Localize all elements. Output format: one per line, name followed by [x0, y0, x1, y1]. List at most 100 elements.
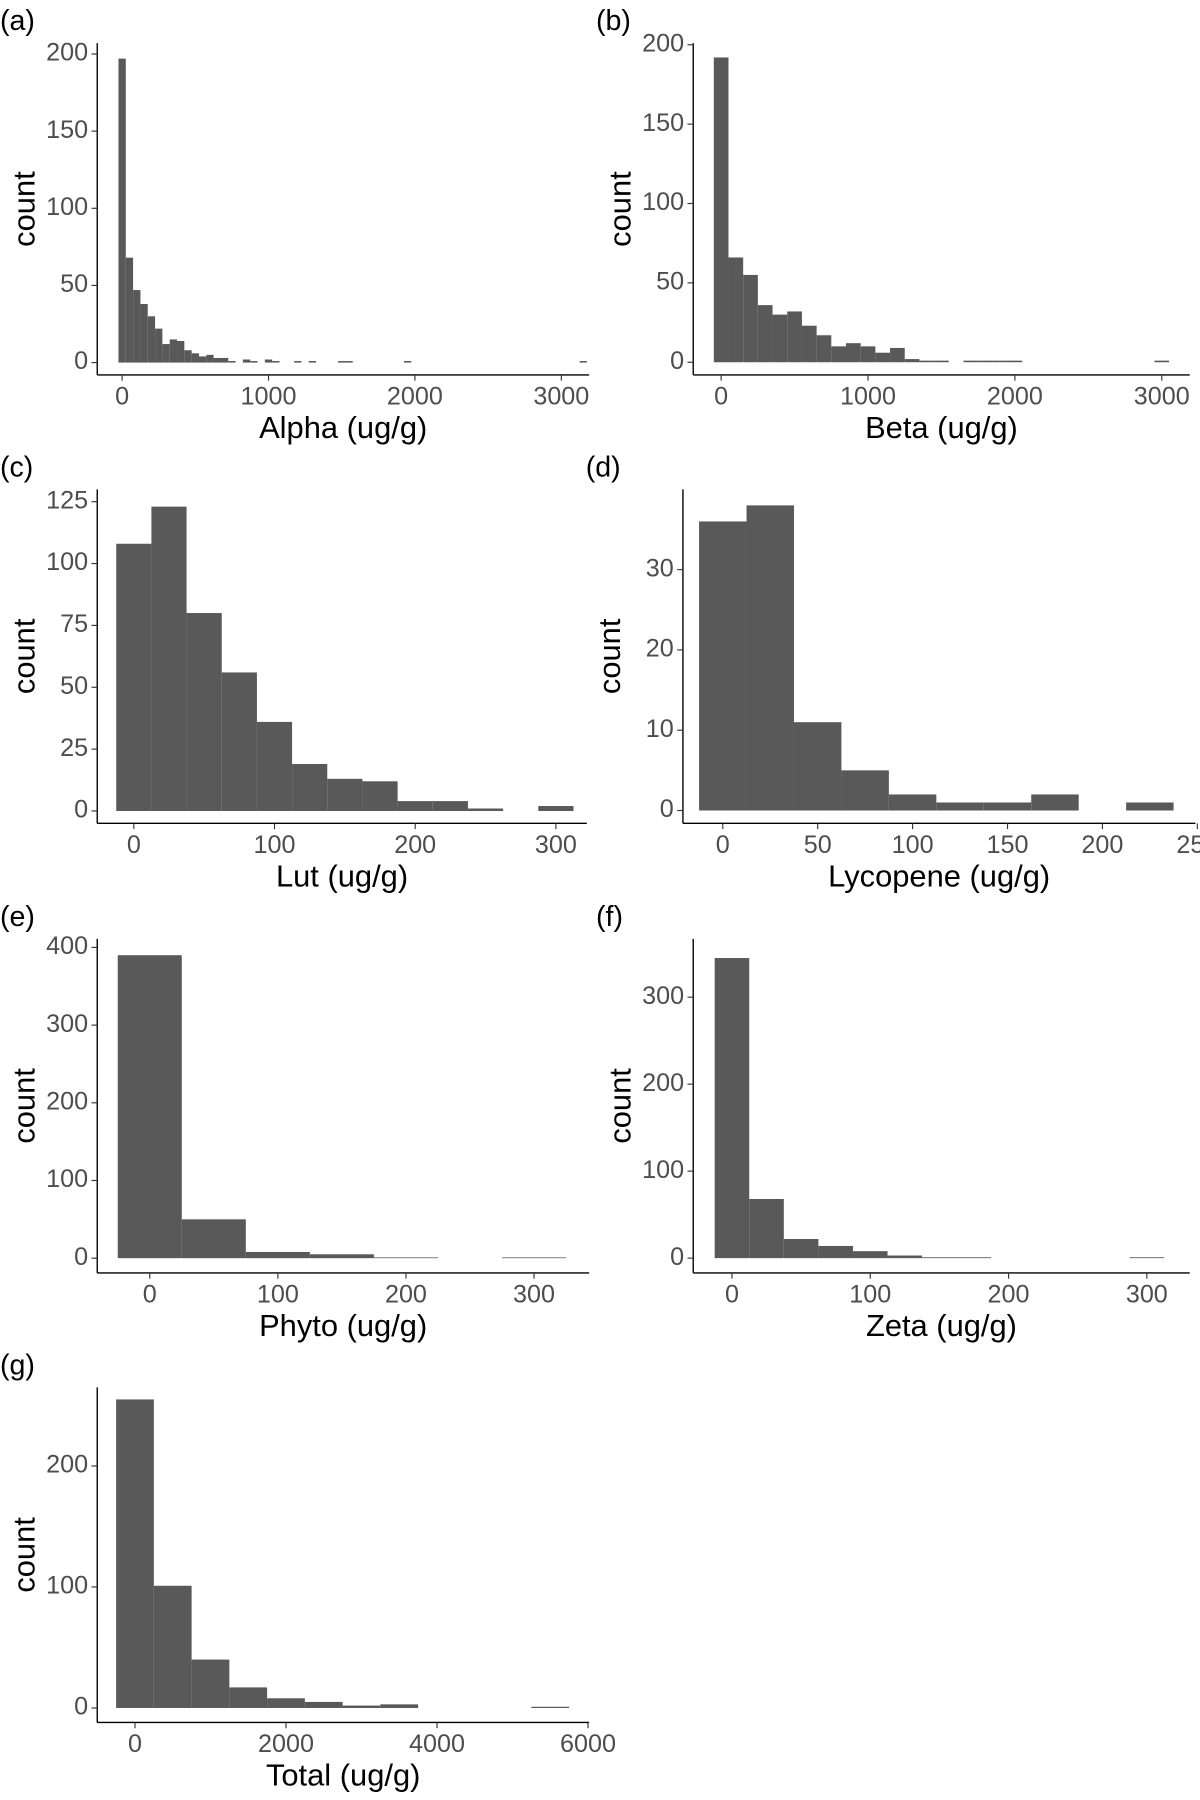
x-axis-title: Zeta (ug/g): [866, 1308, 1017, 1343]
bar: [380, 1704, 419, 1708]
panel-label: (g): [0, 1349, 35, 1381]
bar: [304, 1701, 343, 1708]
bar: [749, 1198, 784, 1259]
panel-label: (f): [596, 901, 623, 933]
x-axis-title: Lycopene (ug/g): [828, 858, 1050, 893]
bar: [818, 1245, 853, 1259]
bar: [1129, 1257, 1165, 1259]
bar: [140, 303, 148, 363]
x-axis-title: Beta (ug/g): [865, 410, 1018, 445]
bar: [860, 346, 876, 363]
y-tick-label: 50: [60, 270, 88, 298]
bar: [992, 360, 1008, 363]
x-tick-label: 1000: [840, 382, 896, 410]
y-tick-label: 400: [46, 932, 88, 960]
bar: [191, 353, 199, 363]
y-tick-label: 200: [642, 1069, 684, 1097]
x-tick-label: 200: [1081, 831, 1123, 859]
x-tick-label: 6000: [560, 1730, 616, 1758]
bar: [699, 521, 747, 811]
bar: [213, 357, 221, 363]
x-axis-title: Lut (ug/g): [276, 858, 408, 893]
x-axis-title: Alpha (ug/g): [259, 410, 427, 445]
bar: [245, 1251, 310, 1259]
bar: [538, 806, 574, 811]
x-axis-title: Phyto (ug/g): [259, 1308, 427, 1343]
y-tick-label: 100: [46, 1165, 88, 1193]
y-tick-label: 75: [60, 610, 88, 638]
y-tick-label: 0: [74, 796, 88, 824]
y-axis-title: count: [602, 171, 637, 247]
bar: [186, 613, 222, 811]
panel-label: (d): [586, 451, 621, 483]
x-tick-label: 0: [143, 1280, 157, 1308]
bar: [198, 356, 207, 363]
bar: [904, 359, 920, 363]
x-tick-label: 3000: [533, 382, 589, 410]
bar: [133, 290, 141, 363]
bar: [177, 340, 185, 363]
bar: [432, 801, 468, 811]
bar: [787, 311, 802, 363]
y-tick-label: 200: [46, 1087, 88, 1115]
bar: [956, 1257, 992, 1259]
bar: [184, 350, 192, 363]
y-tick-label: 30: [646, 554, 674, 582]
x-tick-label: 300: [1126, 1280, 1168, 1308]
bar: [256, 721, 293, 811]
y-tick-label: 10: [646, 715, 674, 743]
x-tick-label: 0: [714, 382, 728, 410]
bar: [714, 958, 750, 1259]
bar: [743, 274, 758, 363]
bar: [757, 305, 773, 363]
bar: [936, 802, 984, 811]
y-tick-label: 50: [60, 672, 88, 700]
bar: [831, 346, 846, 363]
bar: [342, 1705, 381, 1708]
x-tick-label: 250: [1176, 831, 1200, 859]
bar: [308, 361, 317, 363]
y-tick-label: 20: [646, 635, 674, 663]
bar: [1154, 360, 1170, 363]
bar: [338, 361, 346, 363]
y-axis-title: count: [6, 1517, 41, 1593]
bar: [467, 808, 504, 811]
x-tick-label: 100: [257, 1280, 299, 1308]
y-tick-label: 50: [656, 268, 684, 296]
bar: [118, 58, 126, 363]
bar: [228, 361, 236, 363]
y-tick-label: 200: [46, 39, 88, 67]
y-tick-label: 100: [46, 193, 88, 221]
bar: [816, 335, 832, 363]
bar: [147, 316, 156, 363]
bar: [125, 257, 134, 363]
x-tick-label: 0: [115, 382, 129, 410]
bar: [327, 778, 363, 811]
y-axis-title: count: [6, 1068, 41, 1144]
bar: [117, 955, 182, 1259]
x-tick-label: 2000: [258, 1730, 314, 1758]
bar: [1031, 794, 1079, 811]
y-tick-label: 0: [74, 1243, 88, 1271]
x-tick-label: 150: [987, 831, 1029, 859]
bar: [229, 1687, 268, 1708]
bar: [294, 361, 302, 363]
y-tick-label: 0: [660, 795, 674, 823]
bar: [403, 361, 412, 363]
y-axis-title: count: [602, 1068, 637, 1144]
y-tick-label: 300: [46, 1010, 88, 1038]
bar: [272, 361, 280, 363]
bar: [220, 357, 229, 363]
bar: [841, 770, 889, 811]
x-tick-label: 300: [535, 831, 577, 859]
bar: [579, 361, 587, 363]
x-tick-label: 3000: [1134, 382, 1190, 410]
y-axis-title: count: [6, 618, 41, 694]
bar: [309, 1254, 374, 1259]
bar: [922, 1257, 957, 1259]
bar: [250, 361, 258, 363]
bar: [373, 1257, 438, 1259]
bar: [362, 781, 398, 811]
x-tick-label: 200: [385, 1280, 427, 1308]
